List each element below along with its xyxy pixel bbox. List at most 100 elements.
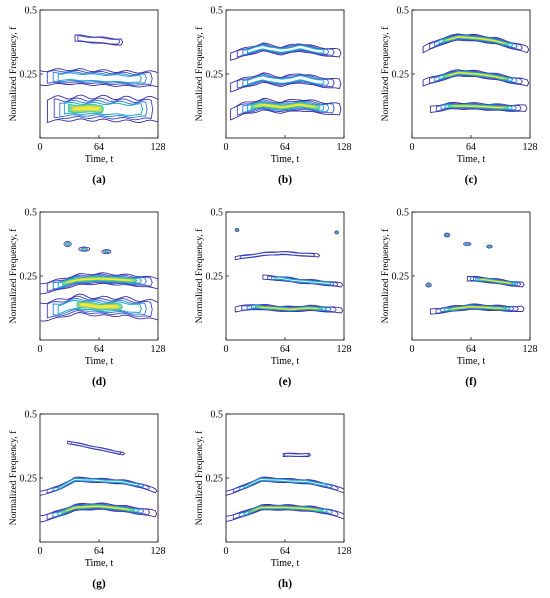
x-tick-label: 0 <box>224 344 229 355</box>
contour-ridge <box>70 441 122 455</box>
panel-caption: (a) <box>92 174 106 186</box>
y-tick-label: 0.5 <box>25 208 38 219</box>
contour-ridge <box>466 275 525 288</box>
contour-blob <box>66 242 70 246</box>
chart-panel: 0 64 128 0.25 0.5 Time, t Normalized Frequency… <box>8 410 166 591</box>
chart-panel: 0 64 128 0.25 0.5 Time, t Normalized Frequency… <box>380 208 538 389</box>
contour-ridge <box>230 42 342 61</box>
chart-panel: 0 64 128 0.25 0.5 Time, t Normalized Frequency… <box>8 6 166 187</box>
contour-ridge <box>52 71 147 85</box>
contour-ridge <box>236 99 335 116</box>
contour-blob <box>101 249 112 255</box>
x-tick-label: 0 <box>224 142 229 153</box>
contour-blob <box>486 244 493 249</box>
x-axis-label: Time, t <box>457 356 486 367</box>
contour-ridge <box>46 295 153 319</box>
contour-ridge <box>246 44 325 54</box>
x-axis-label: Time, t <box>271 558 300 569</box>
x-tick-label: 128 <box>337 546 352 557</box>
contour-ridge <box>40 272 158 295</box>
contour-blob <box>65 242 71 246</box>
x-tick-label: 128 <box>337 142 352 153</box>
contour-ridge <box>57 72 142 84</box>
y-tick-label: 0.5 <box>397 208 410 219</box>
contour-ridge <box>242 74 330 87</box>
y-tick-label: 0.5 <box>397 6 410 17</box>
y-axis-label: Normalized Frequency, f <box>8 228 19 323</box>
contour-ridge <box>243 478 328 489</box>
contour-ridge <box>40 502 158 523</box>
contour-blob <box>104 250 109 253</box>
x-tick-label: 64 <box>94 142 104 153</box>
contour-blob <box>463 242 472 246</box>
y-tick-label: 0.25 <box>206 474 224 485</box>
contour-blob <box>465 242 469 245</box>
contour-ridge <box>236 73 335 89</box>
x-tick-label: 64 <box>280 546 290 557</box>
contour-ridge <box>230 98 342 121</box>
contour-blob <box>103 250 110 254</box>
contour-ridge <box>53 97 154 121</box>
x-tick-label: 64 <box>466 344 476 355</box>
contour-ridge <box>261 306 317 310</box>
y-tick-label: 0.25 <box>20 474 38 485</box>
contour-ridge <box>284 453 310 457</box>
contour-blob <box>445 233 449 237</box>
contour-ridge <box>453 306 502 310</box>
y-axis-label: Normalized Frequency, f <box>194 26 205 121</box>
contour-blob <box>427 283 430 287</box>
contour-ridge <box>57 477 140 490</box>
contour-ridge <box>81 303 119 308</box>
x-tick-label: 64 <box>280 344 290 355</box>
x-axis-label: Time, t <box>85 558 114 569</box>
y-tick-label: 0.25 <box>392 272 410 283</box>
y-tick-label: 0.5 <box>25 6 38 17</box>
x-tick-label: 0 <box>38 344 43 355</box>
contour-ridge <box>74 34 124 46</box>
contour-blob <box>335 231 338 234</box>
x-tick-label: 0 <box>38 142 43 153</box>
contour-ridge <box>242 100 330 114</box>
y-tick-label: 0.25 <box>20 70 38 81</box>
contour-blob <box>425 282 432 288</box>
contour-ridge <box>63 102 143 116</box>
y-tick-label: 0.5 <box>211 6 224 17</box>
contour-ridge <box>257 103 314 109</box>
panel-caption: (b) <box>278 174 292 186</box>
x-tick-label: 128 <box>151 344 166 355</box>
x-tick-label: 0 <box>410 142 415 153</box>
contour-blob <box>80 247 88 251</box>
contour-blob <box>78 246 91 252</box>
x-axis-label: Time, t <box>85 154 114 165</box>
contour-blob <box>443 232 451 238</box>
y-tick-label: 0.25 <box>392 70 410 81</box>
chart-panel: 0 64 128 0.25 0.5 Time, t Normalized Frequency… <box>194 208 352 389</box>
contour-ridge <box>239 251 316 259</box>
contour-ridge <box>59 99 148 118</box>
contour-ridge <box>57 299 142 315</box>
x-tick-label: 0 <box>38 546 43 557</box>
contour-ridge <box>46 69 153 86</box>
y-tick-label: 0.25 <box>20 272 38 283</box>
contour-ridge <box>255 506 317 511</box>
y-tick-label: 0.5 <box>25 410 38 421</box>
contour-ridge <box>40 293 158 322</box>
x-tick-label: 64 <box>94 546 104 557</box>
contour-ridge <box>46 273 153 292</box>
panel-caption: (f) <box>465 376 477 388</box>
contour-ridge <box>449 36 503 43</box>
x-tick-label: 128 <box>151 142 166 153</box>
y-tick-label: 0.5 <box>211 410 224 421</box>
contour-ridge <box>52 297 147 316</box>
contour-ridge <box>422 33 530 54</box>
contour-ridge <box>40 68 158 88</box>
y-axis-label: Normalized Frequency, f <box>194 228 205 323</box>
y-tick-label: 0.25 <box>206 70 224 81</box>
x-axis-label: Time, t <box>457 154 486 165</box>
x-axis-label: Time, t <box>271 356 300 367</box>
contour-ridge <box>246 75 325 85</box>
contour-ridge <box>77 35 121 45</box>
contour-ridge <box>46 94 158 123</box>
contour-ridge <box>274 276 332 285</box>
